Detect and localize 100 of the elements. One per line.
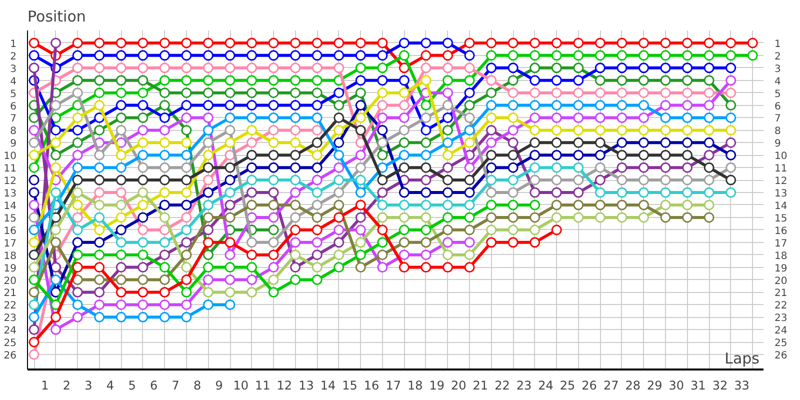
point [224,187,236,198]
point [486,124,497,136]
point [138,137,148,148]
point [486,112,497,123]
point [94,200,105,210]
point [551,112,562,123]
point [442,200,454,210]
y2-tick-label: 7 [774,114,781,125]
point [159,250,170,260]
point [726,162,736,173]
point [660,50,671,61]
point [464,137,475,148]
point [202,137,214,148]
point [28,324,40,335]
point [181,312,192,322]
x-tick-label: 21 [472,378,488,392]
point [398,212,410,223]
point [660,124,671,136]
point [181,150,192,160]
point [159,187,170,198]
point [355,224,366,236]
point [334,100,344,111]
point [398,224,410,236]
point [246,124,258,136]
point [355,50,366,61]
point [682,137,693,148]
point [594,100,606,111]
point [377,88,388,98]
point [159,50,170,61]
point [116,124,126,136]
point [50,100,62,111]
point [377,112,388,123]
point [224,62,236,74]
point [159,200,170,210]
point [181,88,192,98]
point [530,112,540,123]
point [377,174,388,186]
point [312,75,322,86]
point [312,174,322,186]
y-tick-label: 25 [4,338,17,350]
point [116,62,126,74]
point [508,124,518,136]
point [704,88,714,98]
point [530,187,540,198]
point [202,262,214,273]
point [486,150,497,160]
point [268,187,279,198]
point [268,262,279,273]
point [224,75,236,86]
point [530,224,540,236]
point [726,137,736,148]
point [530,174,540,186]
point [268,38,279,48]
point [246,174,258,186]
point [246,262,258,273]
point [420,150,432,160]
point [72,224,83,236]
point [94,75,105,86]
point [398,88,410,98]
point [442,212,454,223]
point [290,224,301,236]
point [638,212,649,223]
point [290,274,301,286]
point [573,200,584,210]
point [28,274,40,286]
point [290,212,301,223]
point [551,200,562,210]
point [638,162,649,173]
point [508,212,518,223]
y-tick-label: 19 [4,263,17,274]
point [202,62,214,74]
point [181,62,192,74]
point [508,62,518,74]
point [682,75,693,86]
x-tick-label: 26 [582,378,597,392]
point [138,299,148,310]
point [530,50,540,61]
y2-tick-label: 22 [774,300,788,312]
point [530,38,540,48]
x-tick-label: 33 [734,378,750,392]
point [442,262,454,273]
x-tick-label: 17 [386,378,401,392]
point [377,38,388,48]
point [224,137,236,148]
point [181,224,192,236]
point [94,312,105,322]
point [72,237,83,248]
point [202,162,214,173]
point [334,38,344,48]
point [638,38,649,48]
point [202,237,214,248]
point [268,50,279,61]
point [224,124,236,136]
point [682,150,693,160]
point [268,124,279,136]
point [224,88,236,98]
x-tick-label: 13 [298,378,314,392]
point [530,237,540,248]
point [268,274,279,286]
point [268,162,279,173]
